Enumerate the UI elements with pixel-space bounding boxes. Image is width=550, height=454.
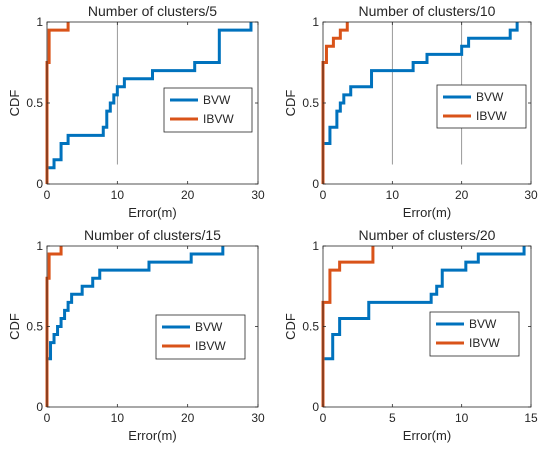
y-tick-label: 1 xyxy=(36,239,43,253)
y-axis-label: CDF xyxy=(7,90,22,117)
y-axis-label: CDF xyxy=(283,313,298,340)
x-tick-label: 15 xyxy=(524,411,538,425)
x-axis-label: Error(m) xyxy=(128,428,176,443)
series-line-bvw xyxy=(321,22,519,184)
x-tick-label: 0 xyxy=(320,411,327,425)
legend-box xyxy=(163,87,253,133)
x-tick-label: 10 xyxy=(455,411,469,425)
x-tick-label: 30 xyxy=(524,188,538,202)
y-tick-label: 0.5 xyxy=(26,320,43,334)
legend-label-ibvw: IBVW xyxy=(469,336,500,350)
legend: BVW IBVW xyxy=(155,314,246,360)
legend-label-bvw: BVW xyxy=(476,90,504,104)
legend-label-ibvw: IBVW xyxy=(476,109,507,123)
y-tick-label: 1 xyxy=(312,15,319,29)
x-tick-label: 0 xyxy=(44,411,51,425)
y-tick-label: 0 xyxy=(312,400,319,414)
x-tick-label: 5 xyxy=(389,411,396,425)
legend-label-bvw: BVW xyxy=(469,317,497,331)
subplot-1: 0 10 20 30 0 0.5 1 Number of clusters/5 Error(m)… xyxy=(7,3,265,220)
x-tick-label: 10 xyxy=(111,411,125,425)
y-tick-label: 0.5 xyxy=(302,96,319,110)
legend: BVW IBVW xyxy=(436,84,527,129)
legend-label-ibvw: IBVW xyxy=(195,339,226,353)
legend-box xyxy=(155,314,246,360)
subplot-2: 0 10 20 30 0 0.5 1 Number of clusters/10 Error(m… xyxy=(283,3,538,220)
subplot-4: 0 5 10 15 0 0.5 1 Number of clusters/20 Error(m)… xyxy=(283,227,538,443)
x-tick-label: 10 xyxy=(111,188,125,202)
chart-title: Number of clusters/15 xyxy=(84,227,221,243)
x-axis-label: Error(m) xyxy=(403,428,451,443)
x-tick-label: 30 xyxy=(251,188,265,202)
series-line-bvw xyxy=(45,246,225,407)
x-axis-label: Error(m) xyxy=(128,205,176,220)
y-tick-label: 0.5 xyxy=(26,96,43,110)
series-line-bvw xyxy=(321,246,526,407)
legend-box xyxy=(436,84,527,129)
legend-label-ibvw: IBVW xyxy=(203,112,234,126)
legend: BVW IBVW xyxy=(163,87,253,133)
x-tick-label: 30 xyxy=(251,411,265,425)
y-tick-label: 0 xyxy=(36,400,43,414)
x-tick-label: 10 xyxy=(386,188,400,202)
x-axis-label: Error(m) xyxy=(403,205,451,220)
legend-label-bvw: BVW xyxy=(195,320,223,334)
y-tick-label: 1 xyxy=(36,15,43,29)
y-tick-label: 0 xyxy=(312,177,319,191)
series-line-ibvw xyxy=(321,246,375,407)
y-axis-label: CDF xyxy=(283,90,298,117)
series-line-bvw xyxy=(45,22,253,184)
x-tick-label: 0 xyxy=(320,188,327,202)
subplot-3: 0 10 20 30 0 0.5 1 Number of clusters/15 Error(m… xyxy=(7,227,265,443)
legend-label-bvw: BVW xyxy=(203,93,231,107)
x-tick-label: 20 xyxy=(181,411,195,425)
y-axis-label: CDF xyxy=(7,313,22,340)
legend: BVW IBVW xyxy=(429,311,520,357)
x-tick-label: 20 xyxy=(181,188,195,202)
x-tick-label: 0 xyxy=(44,188,51,202)
legend-box xyxy=(429,311,520,357)
y-tick-label: 0 xyxy=(36,177,43,191)
x-tick-label: 20 xyxy=(455,188,469,202)
chart-title: Number of clusters/5 xyxy=(88,3,217,19)
chart-title: Number of clusters/20 xyxy=(359,227,496,243)
series-line-ibvw xyxy=(321,22,349,184)
chart-title: Number of clusters/10 xyxy=(359,3,496,19)
y-tick-label: 0.5 xyxy=(302,320,319,334)
y-tick-label: 1 xyxy=(312,239,319,253)
